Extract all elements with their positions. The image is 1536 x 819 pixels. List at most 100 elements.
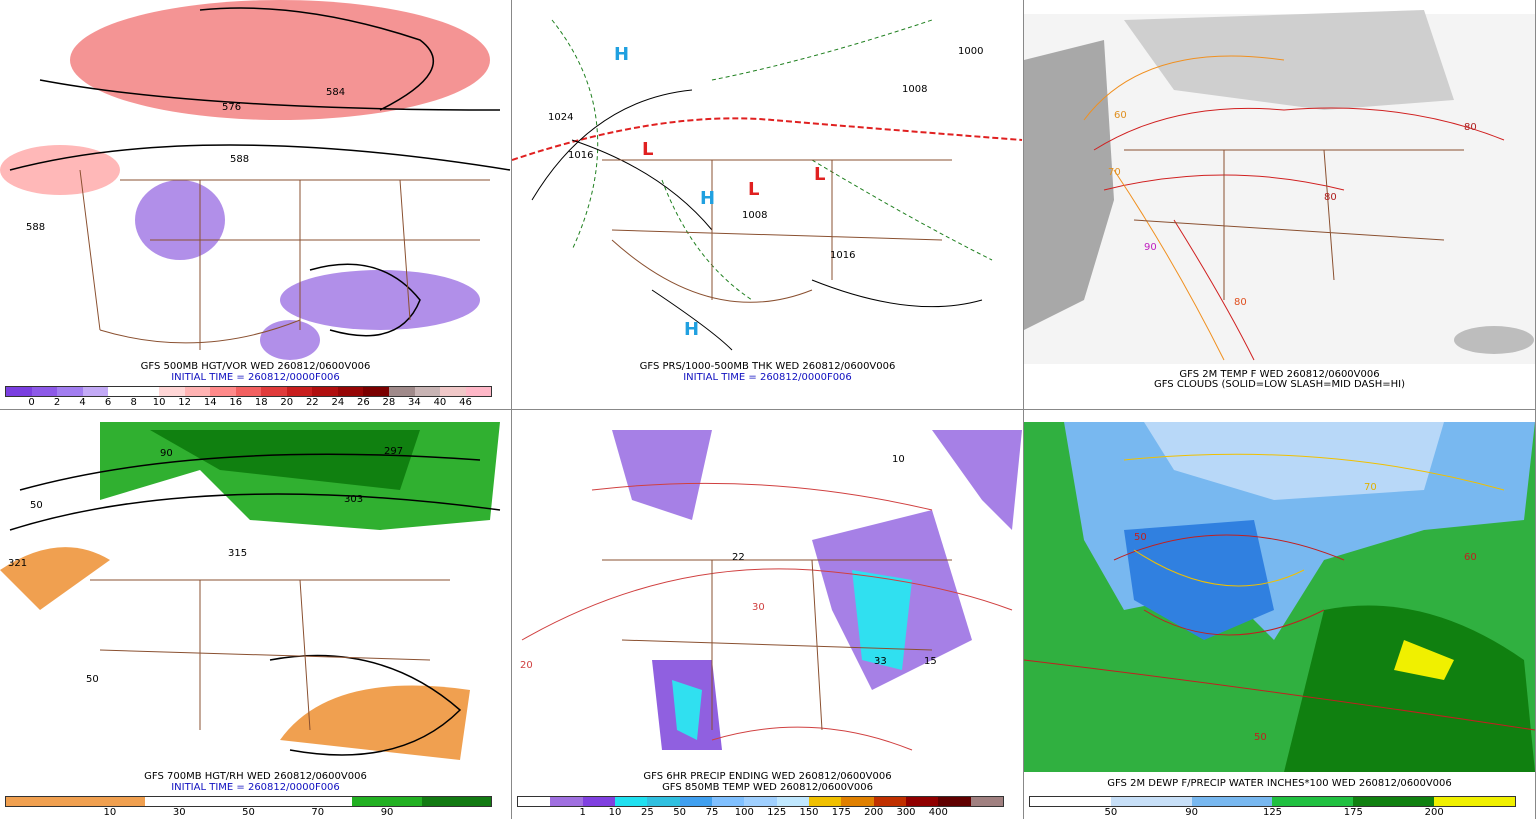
map-label: 30: [752, 602, 765, 613]
caption: INITIAL TIME = 260812/0000F006: [171, 782, 340, 793]
colorbar-swatch: [31, 387, 58, 396]
colorbar-label: 125: [767, 807, 787, 818]
colorbar-swatch: [776, 797, 809, 806]
map-label: 90: [160, 448, 173, 459]
colorbar-swatch: [6, 387, 32, 396]
colorbar-label: 75: [705, 807, 719, 818]
map: 1024 1016 1008 1016 1000 1008 H H L L L …: [512, 19, 1023, 351]
map: 50 70 50 60: [1024, 422, 1535, 772]
colorbar-swatch: [1030, 797, 1111, 806]
map-label: 321: [8, 558, 27, 569]
map-label: 80: [1464, 122, 1477, 133]
colorbar-swatch: [873, 797, 906, 806]
colorbar-swatch: [679, 797, 712, 806]
map-label: 33: [874, 656, 887, 667]
colorbar-label: 200: [1424, 807, 1444, 818]
map: 20 30 33 15 22 10: [520, 430, 1022, 751]
colorbar-label: 125: [1262, 807, 1283, 818]
colorbar-swatch: [1353, 797, 1435, 806]
colorbar-label: 34: [408, 397, 421, 408]
colorbar-swatch: [352, 797, 422, 806]
colorbar-swatch: [388, 387, 415, 396]
caption: GFS CLOUDS (SOLID=LOW SLASH=MID DASH=HI): [1153, 379, 1405, 390]
colorbar-swatch: [1272, 797, 1354, 806]
colorbar-label: 4: [79, 397, 86, 408]
map: 576 584 588 588: [0, 0, 511, 360]
colorbar-swatch: [363, 387, 389, 396]
colorbar-swatch: [337, 387, 364, 396]
map-label: 50: [1134, 532, 1147, 543]
colorbar-swatch: [75, 797, 145, 806]
map-label: 10: [892, 454, 905, 465]
map-label: 50: [1254, 732, 1267, 743]
colorbar-label: 46: [459, 397, 472, 408]
caption: GFS 850MB TEMP WED 260812/0600V006: [662, 782, 873, 793]
caption: GFS PRS/1000-500MB THK WED 260812/0600V0…: [639, 361, 896, 372]
caption: GFS 6HR PRECIP ENDING WED 260812/0600V00…: [643, 771, 892, 782]
map-label: 297: [384, 446, 403, 457]
map-label: 80: [1234, 297, 1247, 308]
map: 321 315 303 297 50 90 50: [0, 422, 501, 760]
map-label: L: [814, 164, 825, 185]
colorbar-label: 150: [799, 807, 819, 818]
map-label: 80: [1324, 192, 1337, 203]
colorbar-label: 1: [579, 807, 586, 818]
map: 80 80 90 60 70 80: [1024, 10, 1535, 364]
panel: 50 70 50 60 GFS 2M DEWP F/PRECIP WATER I…: [1024, 410, 1535, 819]
caption: GFS 2M DEWP F/PRECIP WATER INCHES*100 WE…: [1107, 778, 1452, 789]
map-label: L: [748, 179, 759, 200]
colorbar-label: 100: [734, 807, 754, 818]
colorbar-swatch: [938, 797, 971, 806]
map-label: 1016: [830, 250, 855, 261]
colorbar-swatch: [261, 387, 287, 396]
map-label: 1016: [568, 150, 593, 161]
caption: GFS 500MB HGT/VOR WED 260812/0600V006: [140, 361, 371, 372]
colorbar-label: 50: [1104, 807, 1118, 818]
colorbar-swatch: [1191, 797, 1273, 806]
colorbar-swatch: [210, 387, 236, 396]
colorbar-swatch: [6, 797, 76, 806]
caption: INITIAL TIME = 260812/0000F006: [171, 372, 340, 383]
colorbar-swatch: [1434, 797, 1515, 806]
colorbar-label: 0: [28, 397, 35, 408]
colorbar-swatch: [582, 797, 615, 806]
colorbar-swatch: [465, 387, 492, 396]
map-label: 60: [1114, 110, 1127, 121]
colorbar-label: 6: [104, 397, 112, 408]
caption: GFS 700MB HGT/RH WED 260812/0600V006: [144, 771, 367, 782]
panel: 20 30 33 15 22 10 GFS 6HR PRECIP ENDING …: [512, 410, 1023, 819]
colorbar: [1029, 796, 1516, 807]
caption: INITIAL TIME = 260812/0000F006: [683, 372, 852, 383]
colorbar-label: 30: [172, 807, 186, 818]
colorbar-label: 90: [1185, 807, 1199, 818]
colorbar-swatch: [808, 797, 842, 806]
colorbar-swatch: [905, 797, 939, 806]
colorbar-label: 18: [254, 397, 268, 408]
colorbar-swatch: [440, 387, 466, 396]
colorbar-swatch: [82, 387, 109, 396]
map-label: H: [684, 319, 699, 340]
map-label: 1008: [902, 84, 927, 95]
map-label: 1000: [958, 46, 983, 57]
map-label: 576: [222, 102, 241, 113]
map-label: 588: [26, 222, 45, 233]
colorbar-swatch: [647, 797, 680, 806]
map-label: 90: [1144, 242, 1157, 253]
colorbar-swatch: [235, 387, 262, 396]
colorbar-label: 10: [608, 807, 622, 818]
map-label: L: [642, 139, 653, 160]
colorbar-label: 25: [640, 807, 654, 818]
map-label: 588: [230, 154, 249, 165]
colorbar-swatch: [57, 387, 83, 396]
map-label: 303: [344, 494, 363, 505]
colorbar-label: 300: [896, 807, 916, 818]
panel: 1024 1016 1008 1016 1000 1008 H H L L L …: [512, 0, 1023, 409]
colorbar-label: 20: [280, 397, 294, 408]
colorbar: [517, 796, 1004, 807]
colorbar-swatch: [841, 797, 874, 806]
colorbar-swatch: [144, 797, 214, 806]
colorbar-label: 14: [203, 397, 217, 408]
colorbar-label: 400: [928, 807, 948, 818]
panel: 576 584 588 588 GFS 500MB HGT/VOR WED 26…: [0, 0, 511, 409]
